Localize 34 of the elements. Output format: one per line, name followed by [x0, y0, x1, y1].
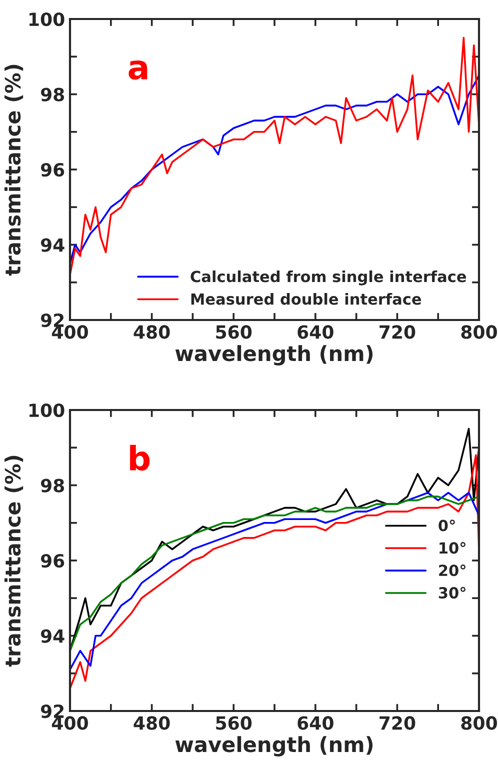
legend-label: 30°: [438, 586, 466, 599]
x-tick-label: 480: [134, 716, 170, 730]
x-tick-label: 800: [461, 325, 497, 339]
y-tick-label: 92: [40, 704, 64, 718]
x-tick-label: 640: [298, 716, 334, 730]
legend-label: 0°: [438, 520, 455, 532]
legend-label: 20°: [439, 564, 466, 576]
legend-label: 10°: [440, 542, 466, 554]
y-tick-label: 98: [40, 88, 64, 102]
x-tick-label: 800: [461, 716, 497, 730]
x-tick-label: 720: [380, 716, 416, 730]
legend-label: Measured double interface: [191, 292, 422, 305]
x-tick-label: 560: [216, 716, 252, 730]
annotation: b: [130, 444, 150, 471]
x-tick-label: 640: [298, 325, 334, 339]
y-tick-label: 96: [40, 554, 64, 568]
y-tick-label: 92: [40, 313, 64, 328]
y-tick-label: 94: [40, 238, 64, 252]
x-tick-label: 400: [52, 325, 88, 339]
y-axis-title: transmittance (%): [4, 456, 24, 667]
x-axis-title: wavelength (nm): [175, 736, 373, 756]
y-tick-label: 100: [29, 403, 64, 418]
x-tick-label: 480: [134, 325, 170, 339]
y-axis-title: transmittance (%): [4, 64, 24, 276]
y-tick-label: 98: [40, 478, 64, 492]
annotation: a: [128, 60, 148, 80]
x-tick-label: 400: [52, 716, 88, 730]
y-tick-label: 96: [40, 162, 64, 177]
x-axis-title: wavelength (nm): [175, 345, 373, 366]
legend-label: Calculated from single interface: [190, 270, 466, 286]
y-tick-label: 94: [40, 629, 64, 643]
x-tick-label: 720: [380, 325, 416, 339]
x-tick-label: 560: [216, 325, 252, 339]
y-tick-label: 100: [29, 12, 64, 26]
